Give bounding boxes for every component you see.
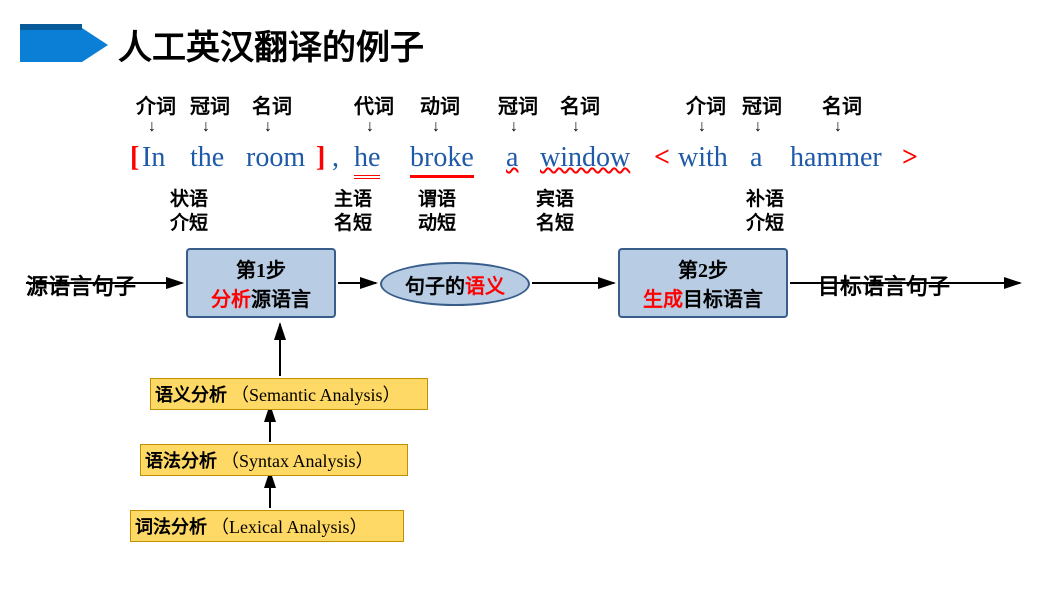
analysis-box: 词法分析（Lexical Analysis） <box>130 510 404 542</box>
analysis-box: 语法分析（Syntax Analysis） <box>140 444 408 476</box>
analysis-box: 语义分析（Semantic Analysis） <box>150 378 428 410</box>
flow-arrows <box>0 0 1046 593</box>
